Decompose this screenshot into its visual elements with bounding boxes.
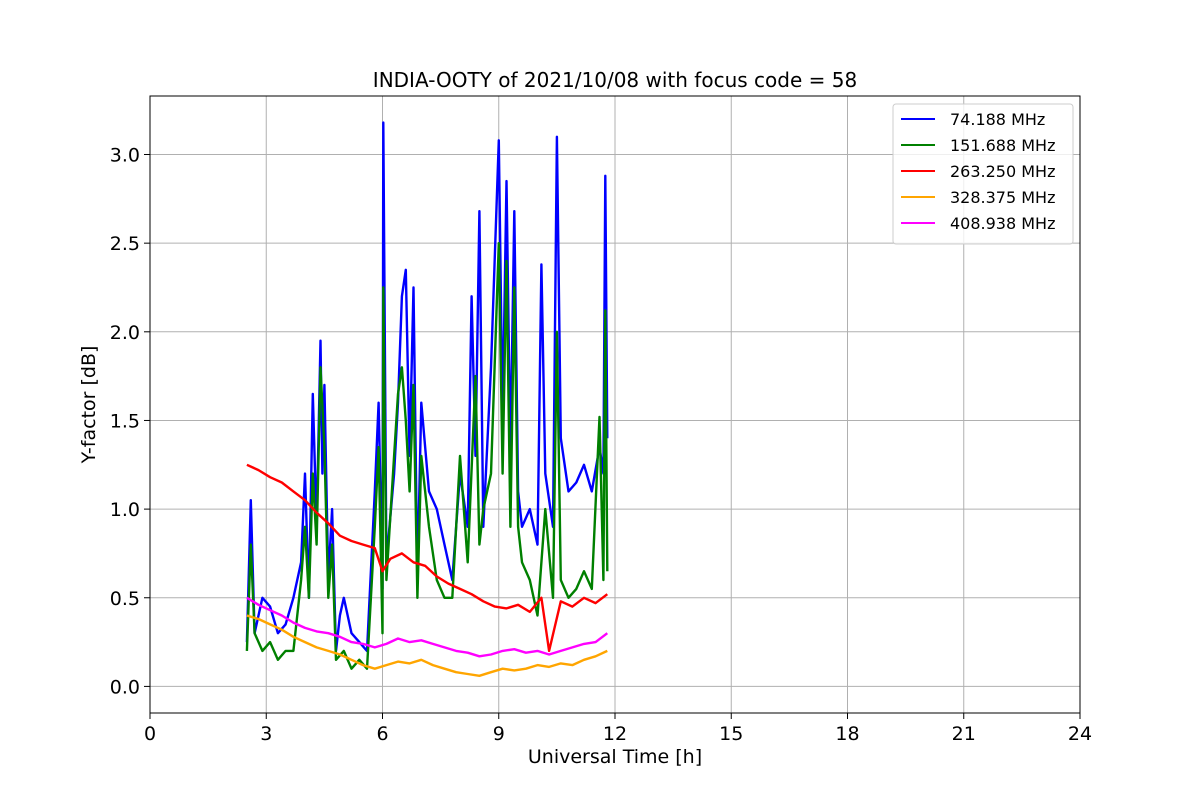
legend-label: 408.938 MHz — [950, 214, 1055, 233]
x-tick-label: 21 — [952, 723, 976, 745]
series-line-3 — [246, 614, 608, 677]
x-tick-label: 9 — [493, 723, 505, 745]
legend-label: 263.250 MHz — [950, 162, 1055, 181]
y-tick-label: 3.0 — [110, 145, 140, 167]
series-line-4 — [246, 596, 609, 658]
tick-layer: 0 3 6 9 12 15 18 21 24 0.0 0.5 1.0 1.5 2.0 2.5 3.0 — [110, 145, 1092, 745]
legend-box — [892, 103, 1074, 245]
legend-label: 151.688 MHz — [950, 136, 1055, 155]
series-line-1 — [245, 242, 609, 670]
y-tick-label: 2.5 — [110, 233, 140, 255]
x-tick-label: 15 — [719, 723, 743, 745]
legend: 74.188 MHz 151.688 MHz 263.250 MHz 328.375 … — [892, 103, 1074, 245]
y-tick-label: 1.0 — [110, 499, 140, 521]
x-tick-label: 0 — [144, 723, 156, 745]
x-axis-label: Universal Time [h] — [528, 746, 702, 768]
y-tick-label: 0.5 — [110, 588, 140, 610]
x-tick-label: 18 — [835, 723, 859, 745]
y-tick-label: 2.0 — [110, 322, 140, 344]
y-tick-label: 0.0 — [110, 676, 140, 698]
x-tick-label: 3 — [260, 723, 272, 745]
legend-label: 328.375 MHz — [950, 188, 1055, 207]
legend-label: 74.188 MHz — [950, 110, 1045, 129]
y-tick-label: 1.5 — [110, 410, 140, 432]
x-tick-label: 12 — [603, 723, 627, 745]
chart-title: INDIA-OOTY of 2021/10/08 with focus code… — [373, 68, 857, 92]
series-line-2 — [246, 463, 609, 653]
y-axis-label: Y-factor [dB] — [78, 346, 100, 465]
x-tick-label: 6 — [376, 723, 388, 745]
series-layer — [245, 121, 609, 677]
x-tick-label: 24 — [1068, 723, 1092, 745]
